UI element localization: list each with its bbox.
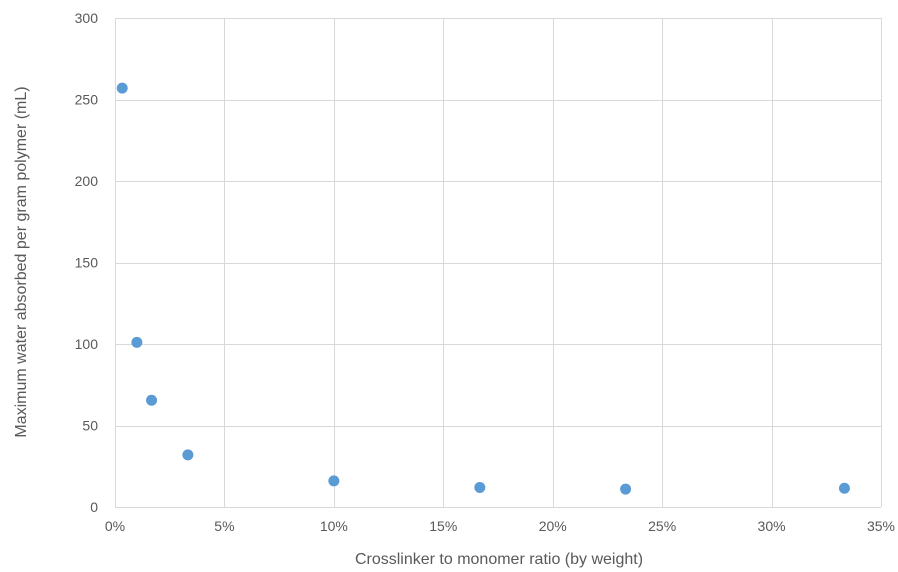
x-tick-label: 10%	[320, 518, 348, 534]
y-tick-label: 150	[75, 255, 99, 271]
x-tick-label: 25%	[648, 518, 676, 534]
y-tick-label: 100	[75, 336, 99, 352]
data-point	[116, 82, 128, 94]
y-tick-label: 250	[75, 92, 99, 108]
y-tick-label: 200	[75, 173, 99, 189]
x-tick-label: 15%	[429, 518, 457, 534]
y-axis-tick-labels: 0 50 100 150 200 250 300	[75, 10, 99, 515]
data-point	[838, 482, 850, 494]
data-point	[620, 483, 632, 495]
y-axis-title: Maximum water absorbed per gram polymer …	[13, 86, 30, 437]
y-tick-label: 300	[75, 10, 99, 26]
data-point	[474, 481, 486, 493]
grid-lines	[115, 18, 882, 508]
y-tick-label: 0	[90, 499, 98, 515]
x-tick-label: 5%	[214, 518, 234, 534]
data-point	[131, 336, 143, 348]
data-points	[116, 82, 850, 495]
data-point	[146, 394, 158, 406]
data-point	[328, 475, 340, 487]
x-tick-label: 30%	[758, 518, 786, 534]
x-tick-label: 0%	[105, 518, 125, 534]
x-tick-label: 35%	[867, 518, 895, 534]
y-tick-label: 50	[82, 418, 98, 434]
x-tick-label: 20%	[539, 518, 567, 534]
data-point	[182, 449, 194, 461]
x-axis-title: Crosslinker to monomer ratio (by weight)	[355, 551, 643, 568]
x-axis-tick-labels: 0% 5% 10% 15% 20% 25% 30% 35%	[105, 518, 895, 534]
